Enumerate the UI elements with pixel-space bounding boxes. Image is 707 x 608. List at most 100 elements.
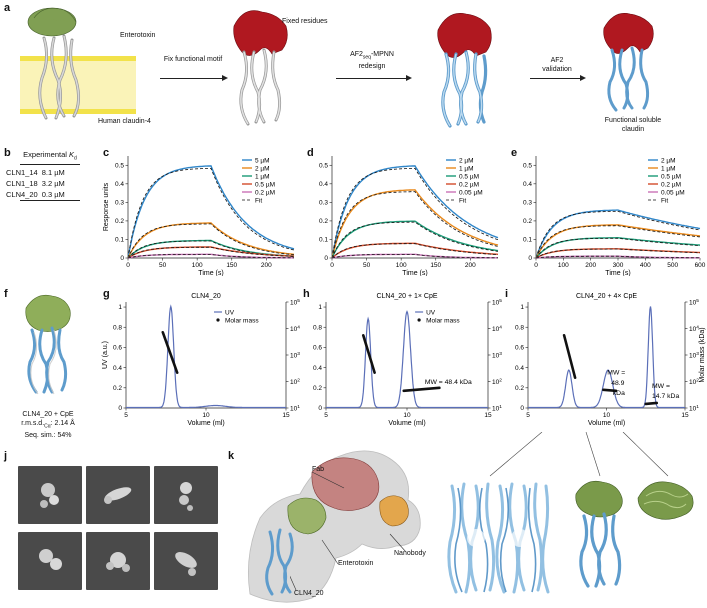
overlay-caption: CLN4_20 + CpE r.m.s.d.Cα: 2.14 Å Seq. si… xyxy=(0,410,96,440)
legend-label: Molar mass xyxy=(426,317,460,324)
y-tick-label: 0 xyxy=(324,255,328,262)
panel-label-g: g xyxy=(103,288,110,300)
complex-structure xyxy=(575,480,623,588)
cln-k-label: CLN4_20 xyxy=(294,590,324,597)
y2-tick-exponent: 3 xyxy=(696,351,699,357)
y2-tick-exponent: 1 xyxy=(297,404,300,410)
panel-label-e: e xyxy=(511,147,518,159)
fit-line xyxy=(331,221,499,259)
panel-label-c: c xyxy=(103,147,110,159)
kd-header-pre: Experimental xyxy=(23,150,70,159)
series-line xyxy=(535,209,701,259)
x-tick-label: 600 xyxy=(695,262,706,269)
legend-swatch xyxy=(216,318,220,322)
legend-label: 0.5 µM xyxy=(459,173,479,180)
panel-label-d: d xyxy=(307,147,314,159)
panel-label-a: a xyxy=(4,2,11,14)
y2-tick-label: 101 xyxy=(689,404,699,413)
uv-trace xyxy=(126,304,286,409)
enterotoxin-k-label: Enterotoxin xyxy=(338,560,374,567)
legend-label: Fit xyxy=(661,197,668,204)
oligomer-structure xyxy=(447,482,550,594)
arrow-1 xyxy=(160,78,222,79)
k-leader-lines xyxy=(290,471,407,591)
y-tick-label: 0.3 xyxy=(115,200,124,207)
series-line xyxy=(535,237,701,259)
legend-label: 0.2 µM xyxy=(255,189,275,196)
panel-label-b: b xyxy=(4,147,11,159)
final-l1: Functional soluble xyxy=(604,117,662,124)
x-tick-label: 50 xyxy=(363,262,371,269)
y-tick-label: 0.5 xyxy=(523,162,532,169)
arrow-2-head xyxy=(406,75,412,81)
kd-table-bottom-rule xyxy=(20,199,80,201)
y-tick-label: 0.3 xyxy=(319,200,328,207)
legend-label: 0.2 µM xyxy=(661,181,681,188)
legend-label: 0.5 µM xyxy=(255,181,275,188)
y-tick-label: 1 xyxy=(318,304,322,311)
x-tick-label: 100 xyxy=(558,262,569,269)
x-tick-label: 10 xyxy=(202,412,210,419)
x-tick-label: 200 xyxy=(261,262,272,269)
nanobody-label: Nanobody xyxy=(394,550,426,557)
y-tick-label: 0.4 xyxy=(523,181,532,188)
y2-tick-exponent: 3 xyxy=(499,351,502,357)
y-tick-label: 0.1 xyxy=(319,237,328,244)
molar-mass-trace xyxy=(602,388,618,393)
overlay-caption-l1: CLN4_20 + CpE xyxy=(22,411,74,418)
kd-header-k: K xyxy=(69,150,75,159)
fit-line xyxy=(331,243,499,259)
fit-line xyxy=(127,254,294,259)
chart-title: CLN4_20 + 4× CpE xyxy=(576,293,637,300)
mw-annotation: MW = xyxy=(607,370,625,377)
uv-trace xyxy=(528,306,685,409)
step3-l2: validation xyxy=(542,66,572,73)
y2-tick-label: 105 xyxy=(290,298,300,307)
overlay-caption-l2b: : 2.14 Å xyxy=(50,420,75,427)
molar-mass-trace xyxy=(402,386,441,393)
y-tick-label: 0 xyxy=(318,405,322,412)
fit-line xyxy=(127,240,295,259)
y2-tick-label: 103 xyxy=(290,351,300,360)
y-tick-label: 0.5 xyxy=(319,162,328,169)
fit-line xyxy=(535,225,701,259)
y-tick-label: 0.4 xyxy=(313,365,322,372)
y-axis-label: Response units xyxy=(103,182,110,231)
legend-label: 0.5 µM xyxy=(661,173,681,180)
molar-mass-trace xyxy=(644,401,659,406)
legend-label: 0.05 µM xyxy=(661,189,685,196)
y2-tick-exponent: 4 xyxy=(696,324,699,330)
y-tick-label: 0.4 xyxy=(515,365,524,372)
y2-tick-exponent: 4 xyxy=(499,324,502,330)
legend-label: 0.2 µM xyxy=(459,181,479,188)
fit-line xyxy=(331,167,499,259)
kd-value: 3.2 µM xyxy=(41,178,65,188)
x-axis-label: Volume (ml) xyxy=(388,420,425,427)
series-line xyxy=(331,165,499,259)
arrow-1-head xyxy=(222,75,228,81)
mw-annotation: MW = xyxy=(652,383,670,390)
x-tick-label: 300 xyxy=(613,262,624,269)
legend-label: Fit xyxy=(459,197,466,204)
y-tick-label: 0.4 xyxy=(115,181,124,188)
y-tick-label: 0.4 xyxy=(113,365,122,372)
legend-label: 2 µM xyxy=(255,165,270,172)
legend-label: UV xyxy=(225,309,235,316)
x-tick-label: 5 xyxy=(526,412,530,419)
legend-label: Fit xyxy=(255,197,262,204)
fit-line xyxy=(331,191,499,259)
kd-table: Experimental Kd CLN1_14 8.1 µM CLN1_18 3… xyxy=(6,150,80,201)
legend-swatch xyxy=(417,318,421,322)
y2-tick-label: 105 xyxy=(492,298,502,307)
y2-tick-exponent: 2 xyxy=(696,377,699,383)
x-tick-label: 100 xyxy=(396,262,407,269)
legend-label: 2 µM xyxy=(459,157,474,164)
y2-tick-exponent: 1 xyxy=(499,404,502,410)
legend-label: Molar mass xyxy=(225,317,259,324)
legend-label: 0.05 µM xyxy=(459,189,483,196)
class-average-6 xyxy=(154,532,218,590)
claudin-toxin-complex-illustration xyxy=(20,7,136,120)
y-tick-label: 0.6 xyxy=(313,345,322,352)
x-tick-label: 400 xyxy=(640,262,651,269)
